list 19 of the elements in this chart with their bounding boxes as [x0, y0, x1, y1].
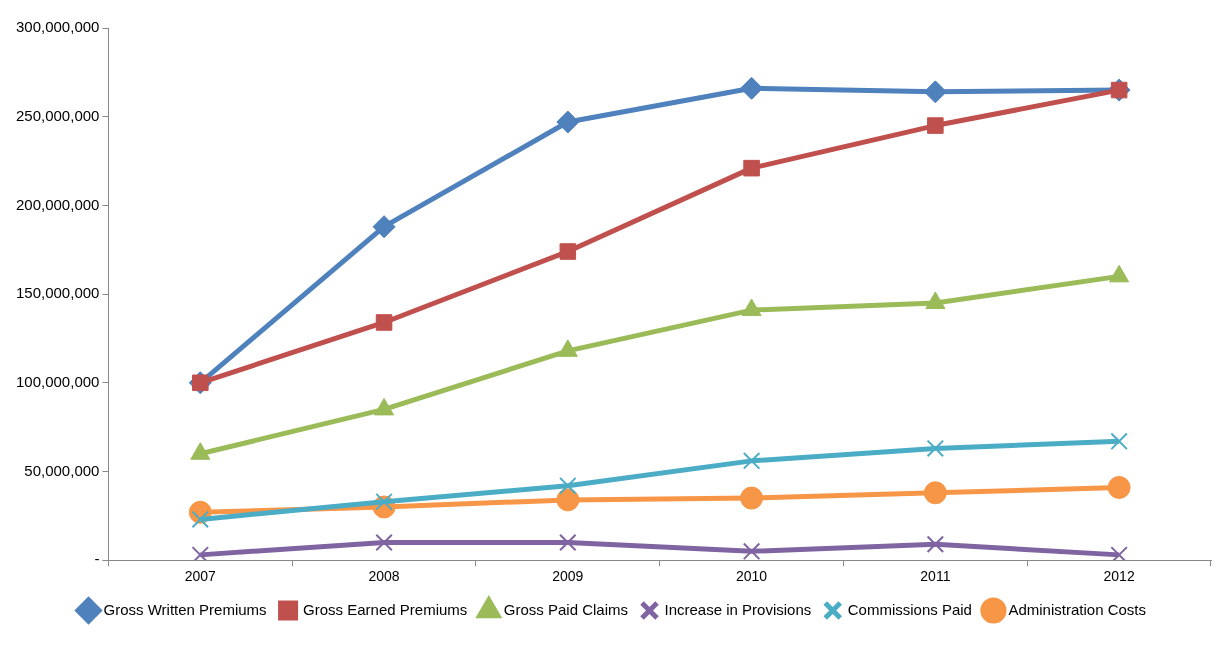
y-tick-label: 150,000,000 [15, 284, 100, 302]
x-tick-label: 2012 [1103, 568, 1135, 585]
x-tick-label: 2011 [920, 568, 951, 585]
y-tick-label: 100,000,000 [15, 372, 100, 390]
legend-label: Administration Costs [1008, 600, 1146, 618]
y-tick-label: 50,000,000 [24, 461, 100, 479]
legend-label: Gross Paid Claims [503, 600, 629, 618]
legend-label: Gross Written Premiums [103, 600, 267, 618]
y-tick-label: 300,000,000 [15, 18, 100, 36]
legend-label: Commissions Paid [847, 600, 972, 618]
x-tick-label: 2009 [552, 568, 584, 585]
y-tick-label: 200,000,000 [15, 195, 100, 213]
y-tick-label: 250,000,000 [15, 106, 100, 124]
legend-label: Increase in Provisions [664, 600, 812, 618]
x-tick-label: 2007 [184, 568, 217, 585]
x-tick-label: 2008 [368, 568, 400, 585]
legend-label: Gross Earned Premiums [303, 600, 468, 618]
x-tick-label: 2010 [736, 568, 768, 585]
y-tick-label: - [94, 550, 100, 568]
